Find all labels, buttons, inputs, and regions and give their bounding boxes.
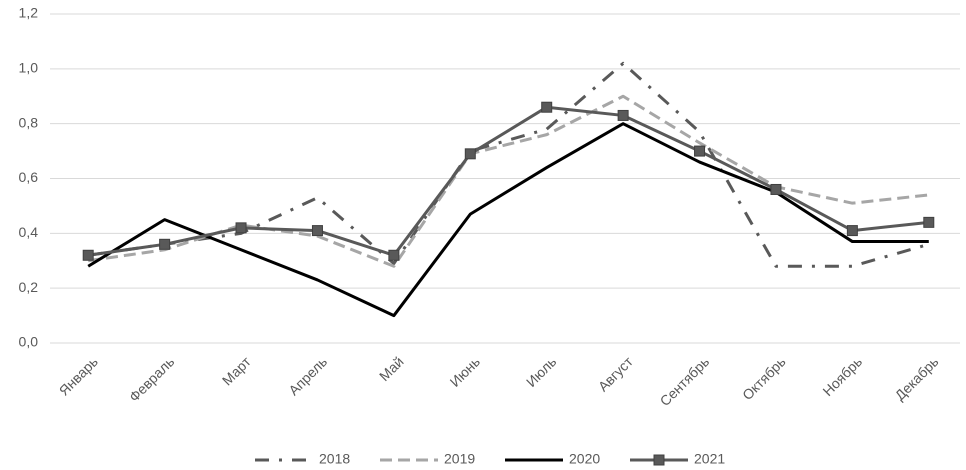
x-tick-label: Сентябрь bbox=[657, 353, 713, 409]
series-line bbox=[87, 105, 929, 257]
series-line bbox=[87, 122, 929, 318]
x-tick-label: Ноябрь bbox=[819, 353, 865, 399]
x-tick-label: Апрель bbox=[285, 353, 330, 398]
x-tick-label: Октябрь bbox=[739, 353, 789, 403]
x-tick-label: Февраль bbox=[126, 353, 178, 405]
legend-marker bbox=[653, 454, 665, 466]
legend-label: 2020 bbox=[569, 451, 600, 467]
x-tick-label: Декабрь bbox=[892, 353, 942, 403]
legend-label: 2021 bbox=[694, 451, 725, 467]
x-tick-label: Март bbox=[219, 353, 254, 388]
series-line bbox=[87, 61, 930, 268]
marker bbox=[694, 145, 706, 157]
marker bbox=[311, 225, 323, 237]
y-tick-label: 0,6 bbox=[19, 169, 39, 185]
marker bbox=[541, 101, 553, 113]
y-tick-label: 0,8 bbox=[19, 114, 39, 130]
x-tick-label: Август bbox=[595, 353, 637, 395]
marker bbox=[464, 148, 476, 160]
x-tick-label: Май bbox=[376, 353, 407, 384]
marker bbox=[923, 216, 935, 228]
legend-label: 2018 bbox=[319, 451, 350, 467]
y-tick-label: 0,2 bbox=[19, 279, 39, 295]
marker bbox=[617, 109, 629, 121]
x-tick-label: Июнь bbox=[447, 353, 483, 389]
legend-label: 2019 bbox=[444, 451, 475, 467]
marker bbox=[846, 225, 858, 237]
marker bbox=[82, 249, 94, 261]
y-tick-label: 1,2 bbox=[19, 5, 39, 21]
marker bbox=[770, 183, 782, 195]
x-tick-label: Январь bbox=[56, 353, 101, 398]
y-tick-label: 0,4 bbox=[19, 224, 39, 240]
x-tick-label: Июль bbox=[523, 353, 560, 390]
marker bbox=[235, 222, 247, 234]
marker bbox=[388, 249, 400, 261]
y-tick-label: 1,0 bbox=[19, 60, 39, 76]
y-tick-label: 0,0 bbox=[19, 334, 39, 350]
marker bbox=[159, 238, 171, 250]
